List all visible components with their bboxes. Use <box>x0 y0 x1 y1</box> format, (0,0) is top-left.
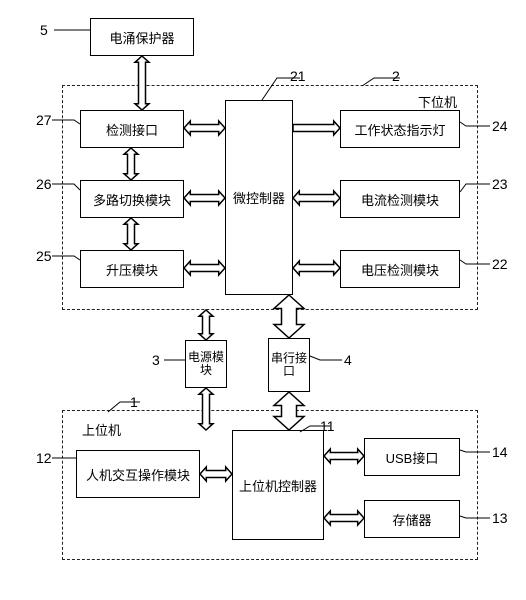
callout-23: 23 <box>492 176 508 192</box>
node-voltage-detect: 电压检测模块 <box>340 250 460 288</box>
node-multiplex-module: 多路切换模块 <box>80 180 184 218</box>
node-power-module: 电源模块 <box>185 340 227 388</box>
node-boost-module: 升压模块 <box>80 250 184 288</box>
callout-2: 2 <box>392 68 400 84</box>
node-storage: 存储器 <box>364 500 460 538</box>
callout-21: 21 <box>290 68 306 84</box>
callout-14: 14 <box>492 444 508 460</box>
callout-5: 5 <box>40 22 48 38</box>
callout-4: 4 <box>344 352 352 368</box>
callout-12: 12 <box>36 450 52 466</box>
node-serial-interface: 串行接口 <box>268 338 310 392</box>
node-detection-interface: 检测接口 <box>80 110 184 148</box>
group-upper-label: 上位机 <box>80 420 123 439</box>
callout-26: 26 <box>36 176 52 192</box>
callout-1: 1 <box>130 394 138 410</box>
diagram-canvas: 下位机 上位机 电涌保护器 检测接口 多路切换模块 升压模块 微控制器 工作状态… <box>0 0 526 600</box>
node-hmi-module: 人机交互操作模块 <box>76 450 200 498</box>
callout-22: 22 <box>492 256 508 272</box>
node-surge-protector: 电涌保护器 <box>90 18 194 56</box>
node-usb-interface: USB接口 <box>364 438 460 476</box>
callout-13: 13 <box>492 510 508 526</box>
node-upper-controller: 上位机控制器 <box>232 430 324 540</box>
callout-27: 27 <box>36 112 52 128</box>
callout-25: 25 <box>36 248 52 264</box>
callout-3: 3 <box>152 352 160 368</box>
callout-11: 11 <box>320 418 335 434</box>
node-microcontroller: 微控制器 <box>225 100 293 295</box>
group-lower-label: 下位机 <box>416 92 459 111</box>
node-status-led: 工作状态指示灯 <box>340 110 460 148</box>
callout-24: 24 <box>492 118 508 134</box>
node-current-detect: 电流检测模块 <box>340 180 460 218</box>
